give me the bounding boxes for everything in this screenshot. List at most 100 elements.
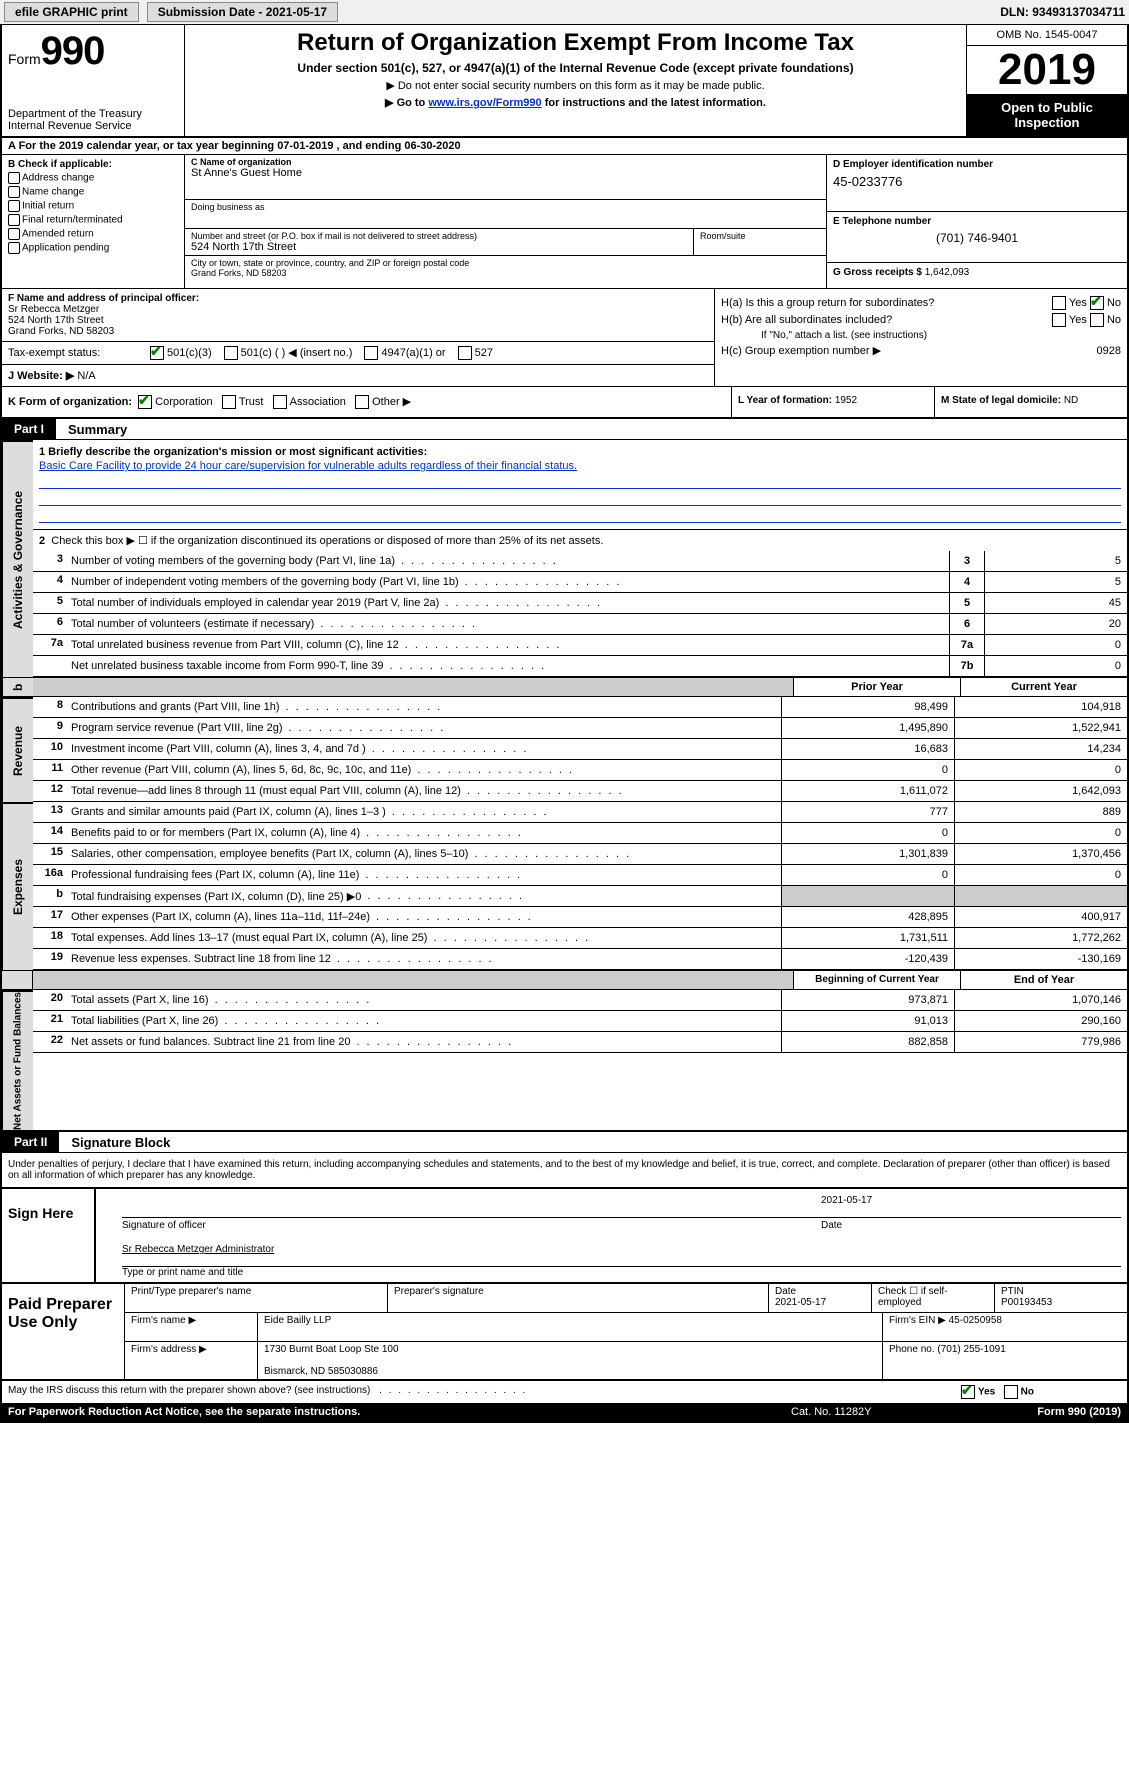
vlabel-expenses: Expenses: [2, 802, 33, 970]
527-checkbox[interactable]: [458, 346, 472, 360]
line-num: 5: [33, 593, 67, 613]
q1-label: 1 Briefly describe the organization's mi…: [39, 446, 427, 458]
street-address: 524 North 17th Street: [191, 241, 687, 253]
vlabel-netassets: Net Assets or Fund Balances: [2, 990, 33, 1130]
tax-year: 2019: [967, 46, 1127, 94]
hc-label: H(c) Group exemption number ▶: [721, 344, 1097, 357]
open-inspection: Open to Public Inspection: [967, 94, 1127, 136]
ha-no-checkbox[interactable]: [1090, 296, 1104, 310]
line-num: 22: [33, 1032, 67, 1052]
line-num: 18: [33, 928, 67, 948]
line-text: Salaries, other compensation, employee b…: [67, 844, 781, 864]
prior-value: 98,499: [781, 697, 954, 717]
part2-tag: Part II: [2, 1132, 59, 1152]
line-text: Net unrelated business taxable income fr…: [67, 656, 949, 676]
prior-value: 777: [781, 802, 954, 822]
address-change-checkbox[interactable]: [8, 172, 20, 184]
prior-value: 1,611,072: [781, 781, 954, 801]
ssn-warning: ▶ Do not enter social security numbers o…: [193, 79, 958, 92]
application-pending-checkbox[interactable]: [8, 242, 20, 254]
mission-text: Basic Care Facility to provide 24 hour c…: [39, 460, 1121, 472]
vlabel-revenue: Revenue: [2, 697, 33, 802]
line-text: Grants and similar amounts paid (Part IX…: [67, 802, 781, 822]
date-label: Date: [821, 1220, 1121, 1240]
line-text: Number of voting members of the governin…: [67, 551, 949, 571]
line-num: 3: [33, 551, 67, 571]
current-value: 0: [954, 823, 1127, 843]
firm-name-label: Firm's name ▶: [125, 1313, 258, 1341]
omb-number: OMB No. 1545-0047: [967, 25, 1127, 46]
corp-checkbox[interactable]: [138, 395, 152, 409]
line-num: 11: [33, 760, 67, 780]
department-label: Department of the Treasury Internal Reve…: [8, 108, 178, 132]
line-text: Program service revenue (Part VIII, line…: [67, 718, 781, 738]
link-suffix: for instructions and the latest informat…: [542, 97, 766, 109]
line-text: Total fundraising expenses (Part IX, col…: [67, 886, 781, 906]
section-b: B Check if applicable: Address change Na…: [2, 155, 185, 288]
tax-period: A For the 2019 calendar year, or tax yea…: [2, 138, 1127, 155]
current-value: 104,918: [954, 697, 1127, 717]
current-value: -130,169: [954, 949, 1127, 969]
website-value: N/A: [77, 370, 95, 382]
line-box: 3: [949, 551, 984, 571]
org-name: St Anne's Guest Home: [191, 167, 820, 179]
officer-typed: Sr Rebecca Metzger Administrator: [122, 1244, 1121, 1264]
prior-value: 973,871: [781, 990, 954, 1010]
officer-name: Sr Rebecca Metzger: [8, 304, 708, 315]
prior-value: 882,858: [781, 1032, 954, 1052]
assoc-checkbox[interactable]: [273, 395, 287, 409]
self-emp-check: Check ☐ if self-employed: [872, 1284, 995, 1312]
submission-date: Submission Date - 2021-05-17: [147, 2, 338, 22]
4947-checkbox[interactable]: [364, 346, 378, 360]
line-value: 45: [984, 593, 1127, 613]
prior-value: 428,895: [781, 907, 954, 927]
ha-yes-checkbox[interactable]: [1052, 296, 1066, 310]
link-prefix: ▶ Go to: [385, 97, 428, 109]
hb-yes-checkbox[interactable]: [1052, 313, 1066, 327]
line-text: Other revenue (Part VIII, column (A), li…: [67, 760, 781, 780]
discuss-no-checkbox[interactable]: [1004, 1385, 1018, 1399]
line-text: Total assets (Part X, line 16): [67, 990, 781, 1010]
hb-note: If "No," attach a list. (see instruction…: [721, 330, 1121, 341]
line-text: Net assets or fund balances. Subtract li…: [67, 1032, 781, 1052]
mission-line: [39, 474, 1121, 489]
name-change-checkbox[interactable]: [8, 186, 20, 198]
current-value: 290,160: [954, 1011, 1127, 1031]
street-label: Number and street (or P.O. box if mail i…: [191, 231, 687, 241]
hb-no-checkbox[interactable]: [1090, 313, 1104, 327]
line-text: Total revenue—add lines 8 through 11 (mu…: [67, 781, 781, 801]
prior-value: 91,013: [781, 1011, 954, 1031]
paperwork-notice: For Paperwork Reduction Act Notice, see …: [8, 1406, 791, 1418]
other-checkbox[interactable]: [355, 395, 369, 409]
paid-preparer-label: Paid Preparer Use Only: [2, 1284, 125, 1379]
efile-print-button[interactable]: efile GRAPHIC print: [4, 2, 139, 22]
sign-here-label: Sign Here: [2, 1189, 94, 1282]
form-footer: Form 990 (2019): [971, 1406, 1121, 1418]
prior-value: 1,495,890: [781, 718, 954, 738]
mission-line: [39, 491, 1121, 506]
amended-return-checkbox[interactable]: [8, 228, 20, 240]
line-num: [33, 656, 67, 676]
line-num: 19: [33, 949, 67, 969]
line-num: 20: [33, 990, 67, 1010]
gross-value: 1,642,093: [925, 267, 970, 278]
line-text: Other expenses (Part IX, column (A), lin…: [67, 907, 781, 927]
part1-title: Summary: [56, 422, 127, 437]
current-year-header: Current Year: [960, 678, 1127, 696]
line-value: 5: [984, 572, 1127, 592]
initial-return-checkbox[interactable]: [8, 200, 20, 212]
q2-text: Check this box ▶ ☐ if the organization d…: [51, 535, 603, 547]
sig-officer-label: Signature of officer: [122, 1220, 821, 1240]
trust-checkbox[interactable]: [222, 395, 236, 409]
final-return-checkbox[interactable]: [8, 214, 20, 226]
hc-value: 0928: [1097, 345, 1121, 357]
line-text: Benefits paid to or for members (Part IX…: [67, 823, 781, 843]
501c3-checkbox[interactable]: [150, 346, 164, 360]
501c-checkbox[interactable]: [224, 346, 238, 360]
firm-addr-label: Firm's address ▶: [125, 1342, 258, 1379]
irs-link[interactable]: www.irs.gov/Form990: [428, 97, 541, 109]
line-num: 15: [33, 844, 67, 864]
discuss-yes-checkbox[interactable]: [961, 1385, 975, 1399]
form-header: Form990 Department of the Treasury Inter…: [2, 25, 1127, 138]
line-num: 21: [33, 1011, 67, 1031]
